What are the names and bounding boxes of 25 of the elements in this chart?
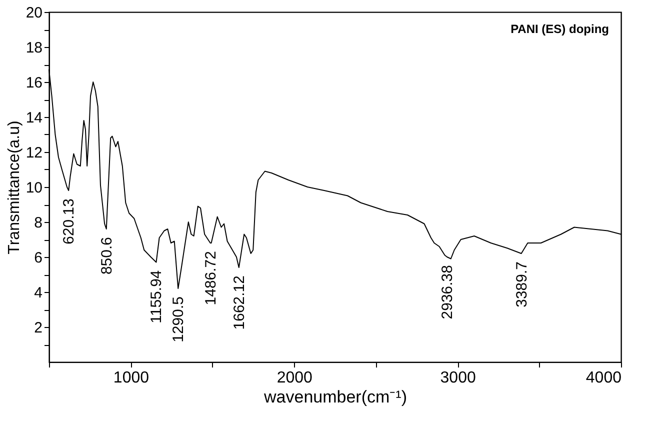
x-axis-title: wavenumber(cm⁻¹)	[263, 388, 407, 406]
y-axis-title: Transmittance(a.u)	[6, 120, 23, 254]
annotation: 620.13	[60, 198, 78, 244]
x-tick-label: 2000	[276, 370, 313, 386]
annotation: 3389.7	[513, 262, 530, 308]
annotation: 1155.94	[148, 270, 166, 324]
annotation: 1290.5	[170, 296, 188, 342]
y-tick-label: 18	[26, 40, 42, 56]
annotation: 2936.38	[439, 265, 456, 320]
y-tick-label: 4	[34, 284, 42, 302]
y-tick-label: 14	[26, 110, 42, 126]
annotation: 1486.72	[202, 251, 220, 306]
x-tick-label: 4000	[586, 370, 622, 386]
y-tick-label: 20	[26, 4, 42, 22]
annotation: 850.6	[98, 237, 116, 275]
y-tick-label: 6	[34, 250, 42, 266]
y-tick-label: 12	[26, 144, 42, 162]
x-tick-label: 1000	[113, 370, 150, 386]
y-tick-label: 10	[26, 180, 42, 196]
y-tick-label: 2	[34, 320, 42, 336]
y-tick-label: 16	[26, 74, 42, 92]
y-tick-label: 8	[34, 214, 42, 232]
annotation: PANI (ES) doping	[510, 22, 609, 36]
annotation: 1662.12	[230, 276, 248, 330]
x-tick-label: 3000	[440, 370, 476, 386]
